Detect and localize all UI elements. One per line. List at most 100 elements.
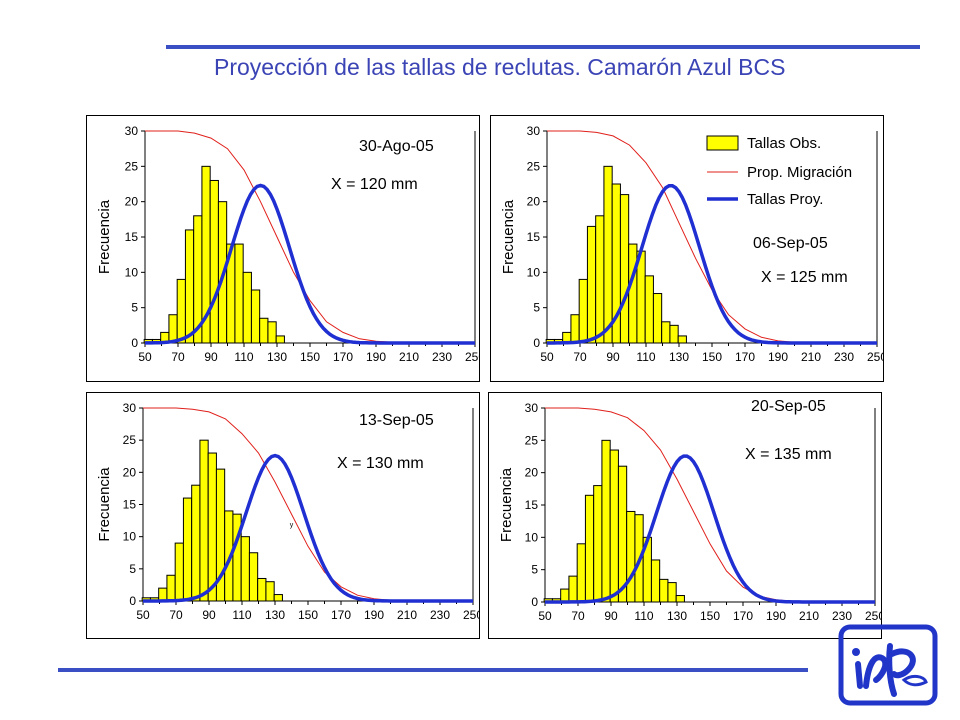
projected-line — [143, 453, 473, 603]
x-tick-label: 230 — [834, 350, 854, 364]
x-tick-label: 190 — [366, 350, 386, 364]
x-tick-label: 50 — [540, 350, 554, 364]
x-tick-label: 210 — [399, 350, 419, 364]
x-tick-label: 210 — [397, 608, 417, 622]
observed-bar — [578, 278, 588, 344]
observed-bar — [166, 574, 176, 602]
y-tick-label: 20 — [123, 465, 137, 479]
x-tick-label: 250 — [865, 609, 881, 623]
observed-bar — [644, 275, 654, 344]
observed-bar — [234, 243, 244, 344]
x-tick-label: 190 — [364, 608, 384, 622]
observed-bar — [659, 578, 669, 603]
x-tick-label: 70 — [169, 608, 183, 622]
y-tick-label: 15 — [527, 230, 541, 244]
observed-bar — [182, 497, 193, 602]
y-tick-label: 0 — [533, 336, 540, 350]
x-tick-label: 250 — [465, 350, 479, 364]
x-tick-label: 150 — [702, 350, 722, 364]
x-tick-label: 170 — [733, 609, 753, 623]
legend-swatch-obs — [706, 135, 739, 151]
observed-bar — [176, 278, 186, 344]
x-tick-label: 70 — [571, 609, 585, 623]
x-tick-label: 130 — [265, 608, 285, 622]
date-label: 30-Ago-05 — [359, 138, 434, 155]
x-tick-label: 90 — [202, 608, 216, 622]
observed-bar — [667, 582, 677, 603]
x-tick-label: 70 — [171, 350, 185, 364]
observed-bar — [669, 324, 679, 344]
x-tick-label: 230 — [432, 350, 452, 364]
x-tick-label: 130 — [267, 350, 287, 364]
x-tick-label: 90 — [604, 609, 618, 623]
x-tick-label: 150 — [298, 608, 318, 622]
x-tick-label: 110 — [634, 609, 653, 623]
x-tick-label: 50 — [138, 350, 152, 364]
y-tick-label: 5 — [531, 563, 538, 577]
observed-bar — [259, 317, 269, 344]
y-tick-label: 15 — [525, 498, 539, 512]
x-tick-label: 170 — [331, 608, 351, 622]
observed-bar — [601, 439, 611, 603]
x-tick-label: 250 — [867, 350, 883, 364]
x-tick-label: 230 — [430, 608, 450, 622]
mean-label: X = 135 mm — [745, 446, 832, 463]
y-tick-label: 10 — [525, 530, 539, 544]
x-tick-label: 90 — [204, 350, 218, 364]
x-tick-label: 190 — [768, 350, 788, 364]
observed-bar — [677, 335, 687, 344]
y-tick-label: 20 — [125, 195, 139, 209]
projected-line — [547, 183, 877, 345]
observed-bar — [275, 335, 285, 344]
observed-bar — [257, 577, 267, 602]
observed-bar — [273, 594, 283, 602]
observed-bar — [619, 194, 630, 344]
y-tick-label: 30 — [123, 401, 137, 415]
y-tick-label: 25 — [525, 433, 539, 447]
date-label: 06-Sep-05 — [753, 235, 828, 252]
y-tick-label: 30 — [527, 124, 541, 138]
observed-bar — [626, 510, 636, 603]
observed-bar — [652, 293, 663, 344]
chart-panel-4: 0 5 10 15 20 25 30 50 70 90 110 130 150 170 190 210 230 2… — [488, 392, 882, 639]
observed-bar — [191, 484, 201, 602]
observed-bar — [250, 289, 261, 344]
legend-label-migration: Prop. Migración — [747, 164, 852, 181]
chart-panel-1: 0 5 10 15 20 25 30 50 70 90 110 130 150 170 190 210 230 2… — [86, 115, 480, 382]
y-tick-label: 25 — [125, 159, 139, 173]
x-tick-label: 150 — [700, 609, 720, 623]
y-tick-label: 20 — [527, 195, 541, 209]
observed-bar — [248, 552, 259, 602]
y-tick-label: 10 — [123, 530, 137, 544]
y-tick-label: 10 — [125, 265, 139, 279]
legend-label-proj: Tallas Proy. — [747, 191, 823, 208]
observed-bar — [184, 229, 195, 344]
observed-bar — [267, 321, 277, 344]
mean-label: X = 120 mm — [331, 176, 418, 193]
x-tick-label: 230 — [832, 609, 852, 623]
y-tick-label: 20 — [525, 466, 539, 480]
y-axis-label: Frecuencia — [96, 199, 113, 274]
observed-bar — [576, 543, 586, 603]
observed-bar — [584, 494, 595, 603]
observed-bar — [675, 595, 685, 603]
date-label: 20-Sep-05 — [751, 398, 826, 415]
x-tick-label: 50 — [538, 609, 552, 623]
chart-30-ago: 0 5 10 15 20 25 30 50 70 90 110 130 150 170 190 210 230 2… — [96, 124, 479, 364]
x-tick-label: 170 — [735, 350, 755, 364]
y-axis-label: Frecuencia — [498, 467, 515, 542]
x-tick-label: 150 — [300, 350, 320, 364]
observed-bar — [586, 225, 597, 344]
x-tick-label: 90 — [606, 350, 620, 364]
chart-panel-3: 0 5 10 15 20 25 30 50 70 90 110 130 150 170 190 210 230 2… — [86, 392, 480, 639]
y-tick-label: 0 — [129, 594, 136, 608]
y-tick-label: 15 — [123, 498, 137, 512]
mean-label: X = 125 mm — [761, 269, 848, 286]
chart-20-sep: 0 5 10 15 20 25 30 50 70 90 110 130 150 170 190 210 230 2… — [498, 398, 881, 623]
observed-bar — [158, 587, 168, 602]
observed-bar — [593, 485, 603, 603]
y-tick-label: 25 — [527, 159, 541, 173]
observed-bar — [265, 581, 275, 602]
observed-bar — [174, 542, 184, 602]
legend-label-obs: Tallas Obs. — [747, 135, 821, 152]
